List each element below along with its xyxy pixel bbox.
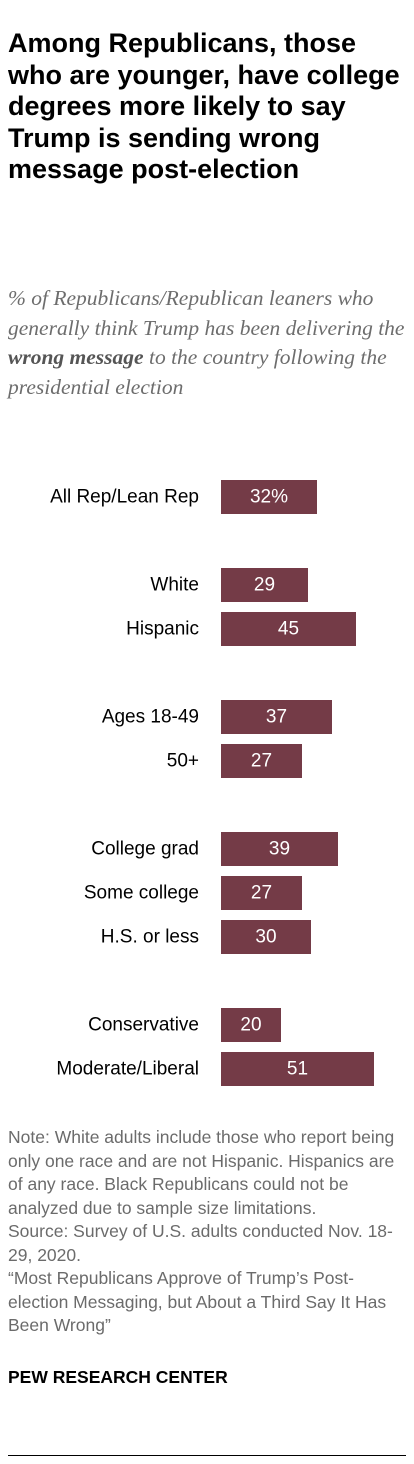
category-label: Some college bbox=[84, 883, 199, 904]
bar bbox=[221, 744, 302, 778]
category-label: Ages 18-49 bbox=[102, 707, 199, 728]
bar bbox=[221, 612, 356, 646]
subtitle-emphasis: wrong message bbox=[8, 345, 144, 370]
chart-subtitle: % of Republicans/Republican leaners who … bbox=[8, 284, 408, 402]
bar bbox=[221, 920, 311, 954]
category-label: All Rep/Lean Rep bbox=[50, 487, 199, 508]
pew-logo-text: PEW RESEARCH CENTER bbox=[8, 1367, 228, 1387]
bar-value-label: 27 bbox=[251, 751, 272, 772]
bar bbox=[221, 876, 302, 910]
bar-value-label: 20 bbox=[240, 1015, 261, 1036]
category-label: H.S. or less bbox=[101, 927, 199, 948]
category-label: 50+ bbox=[167, 751, 199, 772]
bar bbox=[221, 480, 317, 514]
category-label: White bbox=[150, 575, 199, 596]
bar bbox=[221, 700, 332, 734]
bar-value-label: 39 bbox=[269, 839, 290, 860]
category-label: College grad bbox=[91, 839, 199, 860]
subtitle-text-end: to the country following the presidentia… bbox=[8, 345, 387, 399]
source-text: Source: Survey of U.S. adults conducted … bbox=[8, 1221, 393, 1265]
bar-value-label: 51 bbox=[287, 1059, 308, 1080]
bar-value-label: 30 bbox=[255, 927, 276, 948]
category-label: Conservative bbox=[88, 1015, 199, 1036]
note-text: Note: White adults include those who rep… bbox=[8, 1127, 395, 1218]
bar-value-label: 45 bbox=[278, 619, 299, 640]
bottom-divider bbox=[8, 1455, 406, 1456]
report-title: “Most Republicans Approve of Trump’s Pos… bbox=[8, 1268, 387, 1335]
bar bbox=[221, 1052, 374, 1086]
chart-notes: Note: White adults include those who rep… bbox=[8, 1126, 408, 1338]
bar-chart: All Rep/Lean Rep 32% White 29 Hispanic 45 Ages… bbox=[50, 480, 374, 1086]
category-label: Hispanic bbox=[126, 619, 199, 640]
category-label: Moderate/Liberal bbox=[56, 1059, 199, 1080]
bar bbox=[221, 1008, 281, 1042]
bar-value-label: 27 bbox=[251, 883, 272, 904]
subtitle-text-start: % of Republicans/Republican leaners who … bbox=[8, 286, 405, 340]
bar-value-label: 29 bbox=[254, 575, 275, 596]
bar bbox=[221, 832, 338, 866]
bar bbox=[221, 568, 308, 602]
bar-value-label: 37 bbox=[266, 707, 287, 728]
bar-value-label: 32% bbox=[250, 487, 288, 508]
chart-title: Among Republicans, those who are younger… bbox=[8, 28, 400, 184]
